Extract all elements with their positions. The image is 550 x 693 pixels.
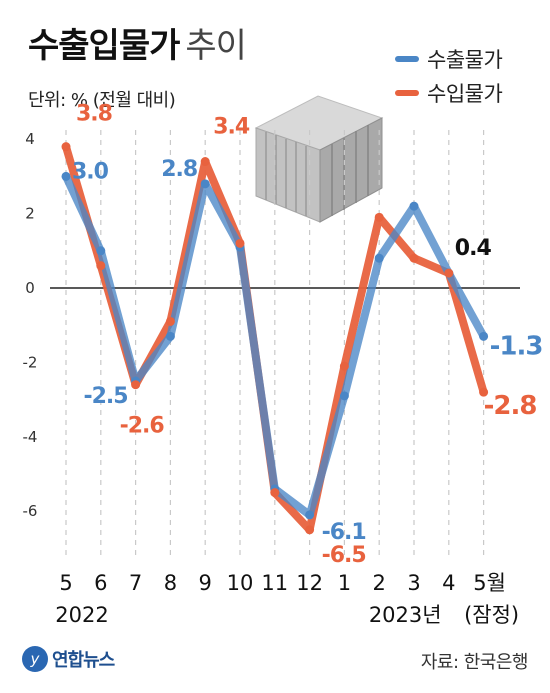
data-point-import — [200, 157, 210, 167]
y-tick-label: -4 — [23, 428, 38, 446]
shipping-container-icon — [254, 95, 384, 223]
x-tick-label: 11 — [261, 571, 288, 595]
data-point-import — [270, 488, 280, 498]
data-point-export — [374, 253, 384, 263]
title-light: 추이 — [185, 26, 247, 66]
y-tick-label: 0 — [25, 279, 35, 297]
data-point-export — [409, 201, 419, 211]
y-tick-label: 2 — [25, 205, 35, 223]
logo-text: 연합뉴스 — [52, 650, 115, 671]
data-point-import — [131, 380, 141, 390]
logo-mark-icon: y — [22, 646, 48, 672]
legend: 수출물가 수입물가 — [395, 42, 503, 110]
data-point-import — [374, 212, 384, 222]
x-tick-label: 10 — [227, 571, 254, 595]
x-tick-label: 5 — [59, 571, 72, 595]
data-point-export — [339, 391, 349, 401]
x-tick-label: 8 — [164, 571, 177, 595]
data-point-export — [305, 510, 315, 520]
legend-swatch-export — [395, 56, 419, 62]
x-tick-label: 5월 — [473, 571, 506, 595]
data-labels: 3.0 3.8 -2.5 -2.6 2.8 3.4 -6.1-6.5 0.4 -1.3 -2.8 — [72, 102, 543, 568]
data-label-import: -2.8 — [484, 391, 537, 421]
data-label-import: 3.4 — [213, 115, 250, 140]
data-label-import: -6.5 — [322, 543, 366, 568]
data-point-import — [444, 268, 454, 278]
data-point-export — [479, 331, 489, 341]
year-label: 2022 — [55, 603, 108, 627]
data-label-export: -2.5 — [83, 384, 127, 409]
data-label-export: -6.1 — [322, 520, 366, 545]
x-tick-sublabel: (잠정) — [464, 603, 519, 627]
series-points — [61, 142, 489, 535]
data-point-import — [165, 316, 175, 326]
x-tick-label: 12 — [296, 571, 323, 595]
legend-label-import: 수입물가 — [427, 82, 503, 106]
title-bold: 수출입물가 — [28, 26, 180, 66]
data-point-export — [96, 246, 106, 256]
y-tick-label: -2 — [23, 353, 38, 371]
data-point-export — [165, 331, 175, 341]
data-point-import — [339, 361, 349, 371]
x-tick-label: 4 — [442, 571, 455, 595]
legend-label-export: 수출물가 — [427, 48, 503, 72]
y-tick-label: -6 — [23, 502, 38, 520]
unit-label: 단위: % (전월 대비) — [28, 90, 176, 111]
data-label-export: -1.3 — [490, 331, 543, 361]
y-tick-label: 4 — [25, 130, 35, 148]
data-label-both: 0.4 — [455, 236, 492, 261]
x-tick-label: 3 — [407, 571, 420, 595]
data-label-export: 2.8 — [161, 157, 197, 182]
series-line-export — [62, 172, 488, 519]
legend-item-export: 수출물가 — [395, 42, 503, 76]
data-point-export — [200, 179, 210, 189]
data-point-import — [409, 253, 419, 263]
legend-swatch-import — [395, 90, 419, 96]
year-label: 2023년 — [369, 603, 442, 627]
x-tick-label: 2 — [373, 571, 386, 595]
data-point-import — [235, 238, 245, 248]
data-point-import — [479, 387, 489, 397]
data-label-import: 3.8 — [76, 102, 112, 127]
data-label-export: 3.0 — [72, 159, 109, 184]
chart-title: 수출입물가 추이 — [28, 18, 247, 67]
legend-item-import: 수입물가 — [395, 76, 503, 110]
data-point-export — [61, 171, 71, 181]
data-point-import — [305, 525, 315, 535]
x-tick-label: 1 — [338, 571, 351, 595]
data-point-import — [61, 142, 71, 152]
x-tick-label: 7 — [129, 571, 142, 595]
x-tick-label: 9 — [199, 571, 212, 595]
logo: y 연합뉴스 — [22, 646, 115, 672]
data-point-import — [96, 261, 106, 271]
x-tick-label: 6 — [94, 571, 107, 595]
y-axis-ticks: 4 2 0 -2 -4 -6 — [23, 130, 38, 520]
data-label-import: -2.6 — [120, 414, 165, 439]
source-label: 자료: 한국은행 — [420, 652, 529, 673]
